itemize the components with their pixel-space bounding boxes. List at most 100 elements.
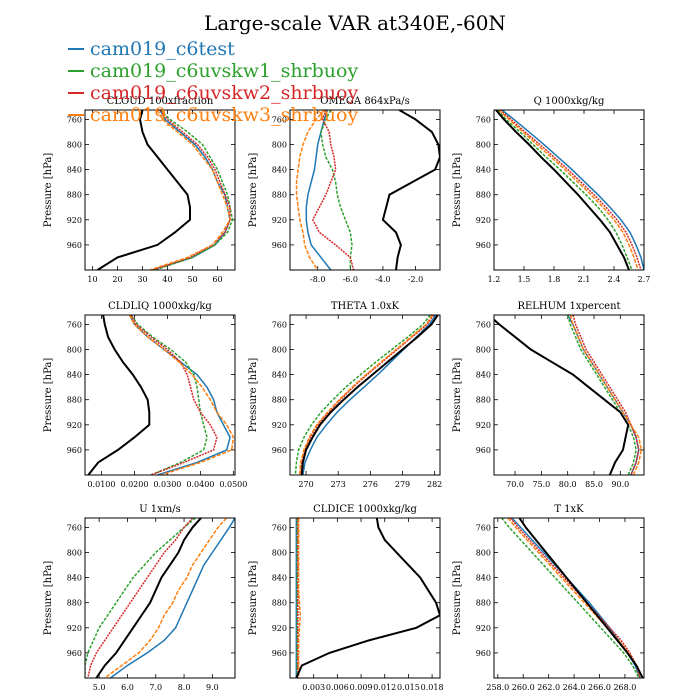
y-tick-label: 800: [476, 346, 491, 355]
y-tick-label: 840: [67, 574, 82, 583]
y-axis-label: Pressure [hPa]: [43, 561, 54, 636]
y-tick-label: 840: [272, 166, 287, 175]
y-axis-label: Pressure [hPa]: [43, 153, 54, 228]
series-group: [494, 315, 643, 475]
y-tick-label: 760: [272, 115, 287, 124]
series-line-4: [498, 110, 639, 270]
plot-frame: [289, 314, 441, 476]
series-line-4: [298, 315, 434, 475]
y-tick-label: 880: [272, 191, 287, 200]
y-axis-label: Pressure [hPa]: [248, 153, 259, 228]
x-tick-label: 60: [212, 275, 222, 284]
y-tick-label: 920: [67, 216, 82, 225]
legend-entry: cam019_c6test: [90, 38, 235, 60]
y-tick-label: 800: [67, 549, 82, 558]
x-tick-label: 260.0: [512, 683, 535, 692]
y-tick-label: 840: [476, 574, 491, 583]
series-line-2: [497, 110, 633, 270]
y-tick-label: 760: [272, 320, 287, 329]
x-tick-label: 90.0: [611, 480, 629, 489]
x-tick-label: -2.0: [408, 275, 423, 284]
y-tick-label: 880: [67, 396, 82, 405]
x-tick-label: 264.0: [563, 683, 586, 692]
y-tick-label: 760: [67, 320, 82, 329]
series-group: [85, 518, 235, 678]
y-tick-label: 920: [272, 624, 287, 633]
x-tick-label: 2.7: [638, 275, 651, 284]
x-tick-label: 0.0500: [219, 480, 247, 489]
y-axis-label: Pressure [hPa]: [43, 358, 54, 433]
y-tick-label: 960: [67, 241, 82, 250]
panel-title: Q 1000xkg/kg: [534, 96, 605, 107]
plot-frame: [493, 314, 645, 476]
x-tick-label: 30: [137, 275, 147, 284]
plot-frame: [84, 517, 236, 679]
series-group: [295, 518, 440, 678]
series-line-4: [297, 518, 302, 678]
series-line-3: [572, 315, 640, 475]
panel-4: CLDLIQ 1000xkg/kg Pressure [hPa] 760 800 840…: [43, 301, 247, 489]
series-line-1: [305, 110, 332, 270]
series-line-4: [128, 315, 235, 475]
y-tick-label: 880: [476, 599, 491, 608]
y-tick-label: 840: [476, 166, 491, 175]
plot-frame: [84, 109, 236, 271]
x-tick-label: 1.2: [488, 275, 501, 284]
series-line-1: [501, 110, 644, 270]
y-tick-label: 840: [272, 574, 287, 583]
series-line-1: [152, 110, 231, 270]
x-tick-label: -8.0: [310, 275, 325, 284]
reference-line: [300, 315, 439, 475]
series-line-2: [566, 315, 637, 475]
reference-line: [518, 518, 644, 678]
x-tick-label: 0.006: [326, 683, 349, 692]
x-tick-label: 262.0: [537, 683, 560, 692]
y-tick-label: 800: [67, 346, 82, 355]
y-tick-label: 880: [476, 396, 491, 405]
series-group: [295, 110, 440, 270]
series-line-4: [149, 110, 231, 270]
series-line-4: [104, 518, 228, 678]
x-tick-label: 10: [87, 275, 97, 284]
panel-title: RELHUM 1xpercent: [517, 301, 620, 312]
series-line-2: [501, 518, 640, 678]
y-tick-label: 960: [272, 446, 287, 455]
x-tick-label: 7.0: [149, 683, 162, 692]
x-tick-label: 0.009: [350, 683, 373, 692]
y-tick-label: 920: [67, 624, 82, 633]
x-tick-label: 8.0: [178, 683, 191, 692]
series-line-3: [311, 110, 355, 270]
y-tick-label: 800: [476, 141, 491, 150]
panel-title: CLDICE 1000xkg/kg: [313, 504, 417, 515]
y-tick-label: 800: [67, 141, 82, 150]
x-tick-label: 70.0: [506, 480, 524, 489]
x-tick-label: 279: [395, 480, 410, 489]
plot-frame: [289, 109, 441, 271]
plot-frame: [289, 517, 441, 679]
x-tick-label: 266.0: [588, 683, 611, 692]
y-tick-label: 800: [272, 549, 287, 558]
reference-line: [295, 518, 440, 678]
panel-title: OMEGA 864xPa/s: [320, 96, 410, 107]
x-tick-label: 9.0: [206, 683, 219, 692]
y-tick-label: 960: [476, 241, 491, 250]
y-axis-label: Pressure [hPa]: [248, 561, 259, 636]
y-axis-label: Pressure [hPa]: [452, 153, 463, 228]
y-axis-label: Pressure [hPa]: [452, 561, 463, 636]
series-group: [87, 315, 235, 475]
x-tick-label: 1.8: [548, 275, 561, 284]
y-tick-label: 760: [67, 523, 82, 532]
panel-8: CLDICE 1000xkg/kg Pressure [hPa] 760 800 840…: [248, 504, 444, 692]
x-tick-label: 0.0200: [120, 480, 148, 489]
x-tick-label: 85.0: [585, 480, 603, 489]
series-line-1: [110, 518, 235, 678]
legend-entry: cam019_c6uvskw1_shrbuoy: [90, 60, 358, 82]
x-tick-label: 258.0: [486, 683, 509, 692]
x-tick-label: 270: [298, 480, 313, 489]
series-group: [96, 110, 234, 270]
x-tick-label: 50: [187, 275, 197, 284]
y-tick-label: 960: [476, 649, 491, 658]
x-tick-label: 0.0400: [186, 480, 214, 489]
series-line-3: [499, 110, 642, 270]
series-line-3: [130, 315, 218, 475]
